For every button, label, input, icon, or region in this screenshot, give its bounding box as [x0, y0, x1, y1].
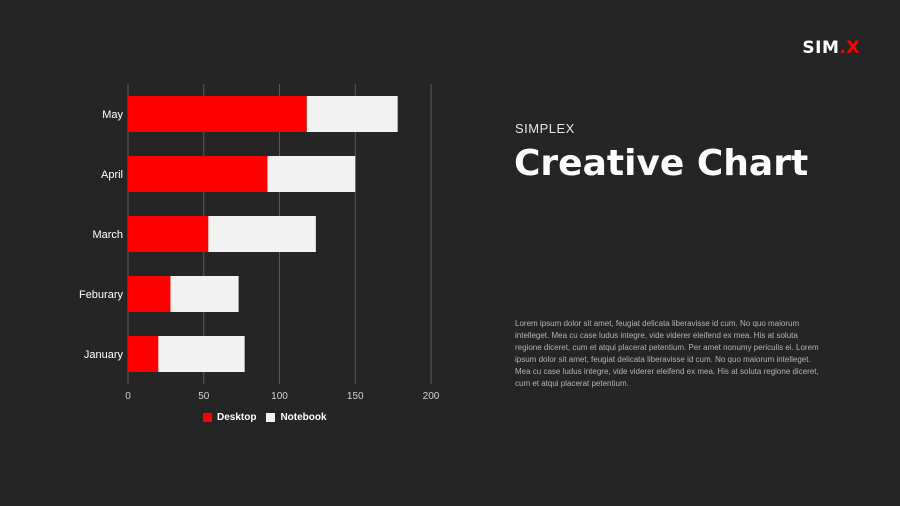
y-tick-label: March — [92, 229, 123, 241]
legend-label-desktop: Desktop — [217, 412, 257, 423]
bar-notebook-january — [158, 336, 245, 372]
x-tick-label: 100 — [271, 391, 288, 402]
x-tick-label: 200 — [423, 391, 440, 402]
bar-notebook-april — [267, 156, 356, 192]
bar-desktop-january — [128, 336, 159, 372]
kicker-label: SIMPLEX — [515, 121, 575, 136]
legend-label-notebook: Notebook — [280, 412, 327, 423]
bar-desktop-march — [128, 216, 209, 252]
bar-notebook-feburary — [170, 276, 239, 312]
bar-notebook-may — [306, 96, 398, 132]
legend-item-desktop: Desktop — [203, 412, 256, 423]
legend-item-notebook: Notebook — [266, 412, 327, 423]
x-tick-label: 150 — [347, 391, 364, 402]
x-tick-label: 50 — [198, 391, 210, 402]
bar-desktop-april — [128, 156, 268, 192]
bar-desktop-feburary — [128, 276, 171, 312]
body-paragraph: Lorem ipsum dolor sit amet, feugiat deli… — [515, 319, 819, 388]
y-tick-label: April — [101, 169, 123, 181]
y-tick-label: January — [84, 349, 124, 361]
bar-notebook-march — [208, 216, 316, 252]
y-tick-label: Feburary — [79, 289, 124, 301]
page-title: Creative Chart — [514, 143, 809, 184]
y-tick-label: May — [102, 109, 123, 121]
brand-logo: SIM.X — [802, 38, 860, 58]
legend-swatch-notebook — [266, 413, 276, 422]
chart-legend: Desktop Notebook — [203, 412, 327, 423]
bar-desktop-may — [128, 96, 307, 132]
x-tick-label: 0 — [125, 391, 131, 402]
legend-swatch-desktop — [203, 413, 212, 422]
